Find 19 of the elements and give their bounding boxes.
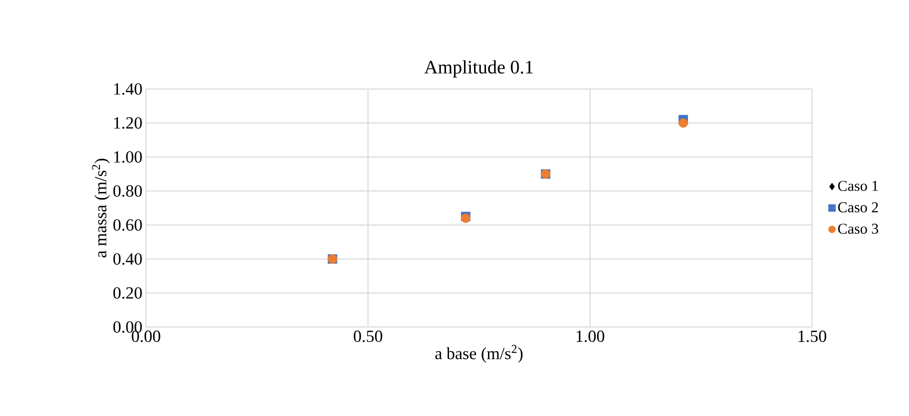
x-axis-title: a base (m/s$^{2}$) [435,344,523,363]
x-tick-label: 1.50 [798,330,826,342]
y-tick-label: 1.40 [114,83,142,95]
x-tick-label: 0.00 [132,330,160,342]
legend-label: Caso 1 [838,180,878,191]
legend-label: Caso 2 [838,202,878,212]
legend-label: Caso 3 [838,224,878,234]
x-tick-label: 0.50 [354,330,382,342]
y-tick-label: 0.80 [113,185,142,197]
y-axis-title: a massa (m/s$^{2}$) [92,158,110,258]
chart-title: Amplitude 0.1 [424,60,533,78]
point [678,118,688,128]
y-tick-label: 1.00 [114,151,142,163]
y-tick-label: 0.60 [113,219,142,231]
y-tick-label: 0.00 [113,321,142,333]
y-tick-label: 0.40 [113,253,142,265]
x-tick-label: 1.00 [576,330,604,342]
y-tick-label: 0.20 [113,287,142,299]
y-tick-label: 1.20 [114,117,142,129]
